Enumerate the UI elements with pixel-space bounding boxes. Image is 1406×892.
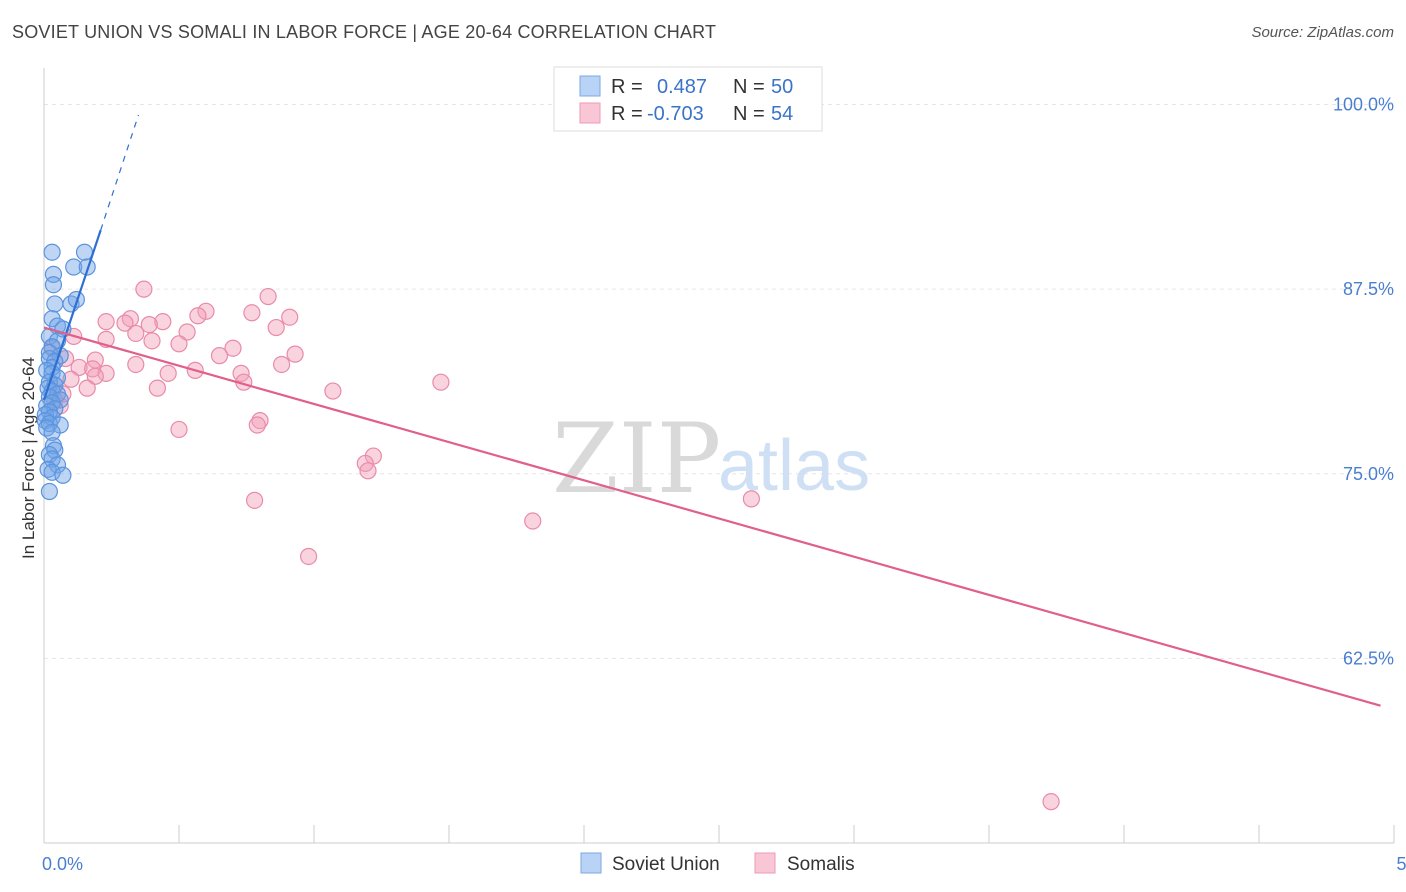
chart-title: SOVIET UNION VS SOMALI IN LABOR FORCE | … <box>12 22 717 42</box>
somali-point <box>524 512 542 530</box>
legend-swatch-soviet <box>579 75 601 97</box>
y-tick-label: 100.0% <box>1333 95 1394 115</box>
soviet-point <box>40 344 59 362</box>
somali-point <box>281 308 299 326</box>
somali-point <box>300 547 318 566</box>
somali-point <box>148 379 166 397</box>
somali-point <box>742 490 761 508</box>
soviet-point <box>43 463 61 481</box>
somali-point <box>286 345 304 363</box>
soviet-point <box>43 243 61 261</box>
somali-point <box>224 339 242 357</box>
y-tick-label: 62.5% <box>1343 648 1394 668</box>
somali-point <box>243 304 261 322</box>
bottom-legend-swatch-soviet <box>580 852 602 874</box>
somali-point <box>246 491 264 509</box>
somali-point <box>62 370 80 388</box>
trend-lines <box>42 114 1381 707</box>
somali-point <box>273 355 291 374</box>
somali-point <box>127 355 145 374</box>
legend-r-label-soviet: R = <box>611 76 643 98</box>
soviet-point <box>43 423 61 442</box>
series-somalis <box>43 280 1060 811</box>
somali-point <box>97 364 115 382</box>
somali-point <box>248 416 266 434</box>
watermark-zip: ZIP <box>552 403 721 515</box>
y-tick-label: 87.5% <box>1343 279 1394 299</box>
somali-point <box>159 364 177 382</box>
somali-point <box>324 382 342 400</box>
axes <box>43 68 1395 844</box>
legend-r-value-soviet: 0.487 <box>657 76 707 98</box>
somali-point <box>78 379 96 397</box>
somali-point <box>97 313 115 331</box>
somali-point <box>432 373 450 391</box>
legend-r-value-somali: -0.703 <box>647 103 704 125</box>
somali-point <box>259 287 277 306</box>
legend-r-label-somali: R = <box>611 103 643 125</box>
legend-n-label-somali: N = <box>733 103 765 125</box>
soviet-point <box>78 258 96 276</box>
legend-n-label-soviet: N = <box>733 76 765 98</box>
soviet-trend-line <box>42 229 102 401</box>
bottom-legend-swatch-somali <box>754 852 776 874</box>
somali-point <box>70 358 88 377</box>
legend-box: R = 0.487 N = 50 R = -0.703 N = 54 <box>553 66 823 132</box>
bottom-legend: Soviet Union Somalis <box>580 852 855 875</box>
somali-point <box>170 335 188 353</box>
somali-point <box>197 302 215 320</box>
bottom-legend-label-soviet: Soviet Union <box>612 854 720 875</box>
somali-point <box>135 280 153 298</box>
soviet-point <box>46 295 64 313</box>
soviet-point <box>65 258 83 276</box>
y-tick-label: 75.0% <box>1343 464 1394 484</box>
source-credit: Source: ZipAtlas.com <box>1251 24 1394 41</box>
y-axis-label: In Labor Force | Age 20-64 <box>19 357 38 559</box>
legend-swatch-somali <box>579 102 601 124</box>
soviet-trend-extension <box>100 114 140 231</box>
somali-point <box>170 420 188 439</box>
somali-point <box>154 313 172 331</box>
x-tick-label: 0.0% <box>42 854 83 874</box>
somali-point <box>127 324 145 343</box>
watermark: ZIP atlas <box>552 403 870 515</box>
somali-point <box>359 462 377 480</box>
watermark-atlas: atlas <box>718 426 870 506</box>
soviet-point <box>40 482 59 501</box>
legend-n-value-soviet: 50 <box>771 76 793 98</box>
soviet-point <box>44 276 63 294</box>
bottom-legend-label-somali: Somalis <box>787 854 855 875</box>
legend-n-value-somali: 54 <box>771 103 793 125</box>
tick-labels: 100.0% 87.5% 75.0% 62.5% 0.0% 50.0% <box>42 95 1406 874</box>
somali-trend-line <box>43 326 1381 707</box>
somali-point <box>86 367 104 385</box>
somali-point <box>143 332 161 350</box>
somali-point <box>267 318 285 337</box>
somali-point <box>140 316 158 334</box>
somali-point <box>189 307 207 325</box>
somali-point <box>210 347 229 365</box>
x-tick-label: 50.0% <box>1396 854 1406 874</box>
somali-point <box>116 314 134 332</box>
somali-point <box>178 323 196 341</box>
soviet-point <box>54 466 72 484</box>
soviet-point <box>75 243 94 261</box>
somali-point <box>1042 793 1060 811</box>
